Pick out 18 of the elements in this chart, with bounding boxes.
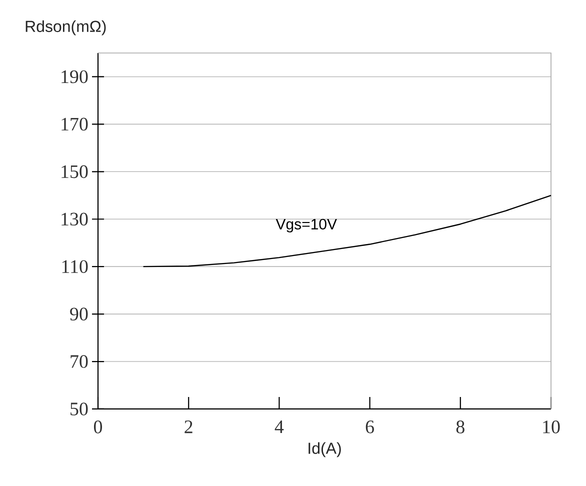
- y-tick-label: 150: [62, 165, 88, 178]
- x-tick-label: 10: [543, 420, 560, 434]
- x-tick-label: 0: [94, 420, 102, 434]
- line-series: [142, 194, 552, 268]
- y-tick-label: 130: [62, 212, 88, 226]
- x-tick-label: 2: [184, 420, 192, 434]
- x-axis-title: Id(A): [308, 442, 341, 458]
- y-axis-title: Rdson(mΩ): [26, 20, 106, 36]
- y-tick-label: 110: [62, 260, 88, 273]
- y-tick-label: 70: [70, 355, 88, 368]
- y-tick-label: 90: [70, 308, 88, 320]
- y-tick-label: 170: [62, 118, 88, 131]
- x-tick-label: 6: [366, 420, 374, 434]
- y-tick-label: 50: [70, 402, 88, 416]
- y-tick-label: 190: [62, 70, 88, 84]
- annotation: Vgs=10V: [276, 218, 337, 232]
- x-tick-label: 8: [456, 420, 464, 434]
- x-tick-label: 4: [274, 420, 284, 434]
